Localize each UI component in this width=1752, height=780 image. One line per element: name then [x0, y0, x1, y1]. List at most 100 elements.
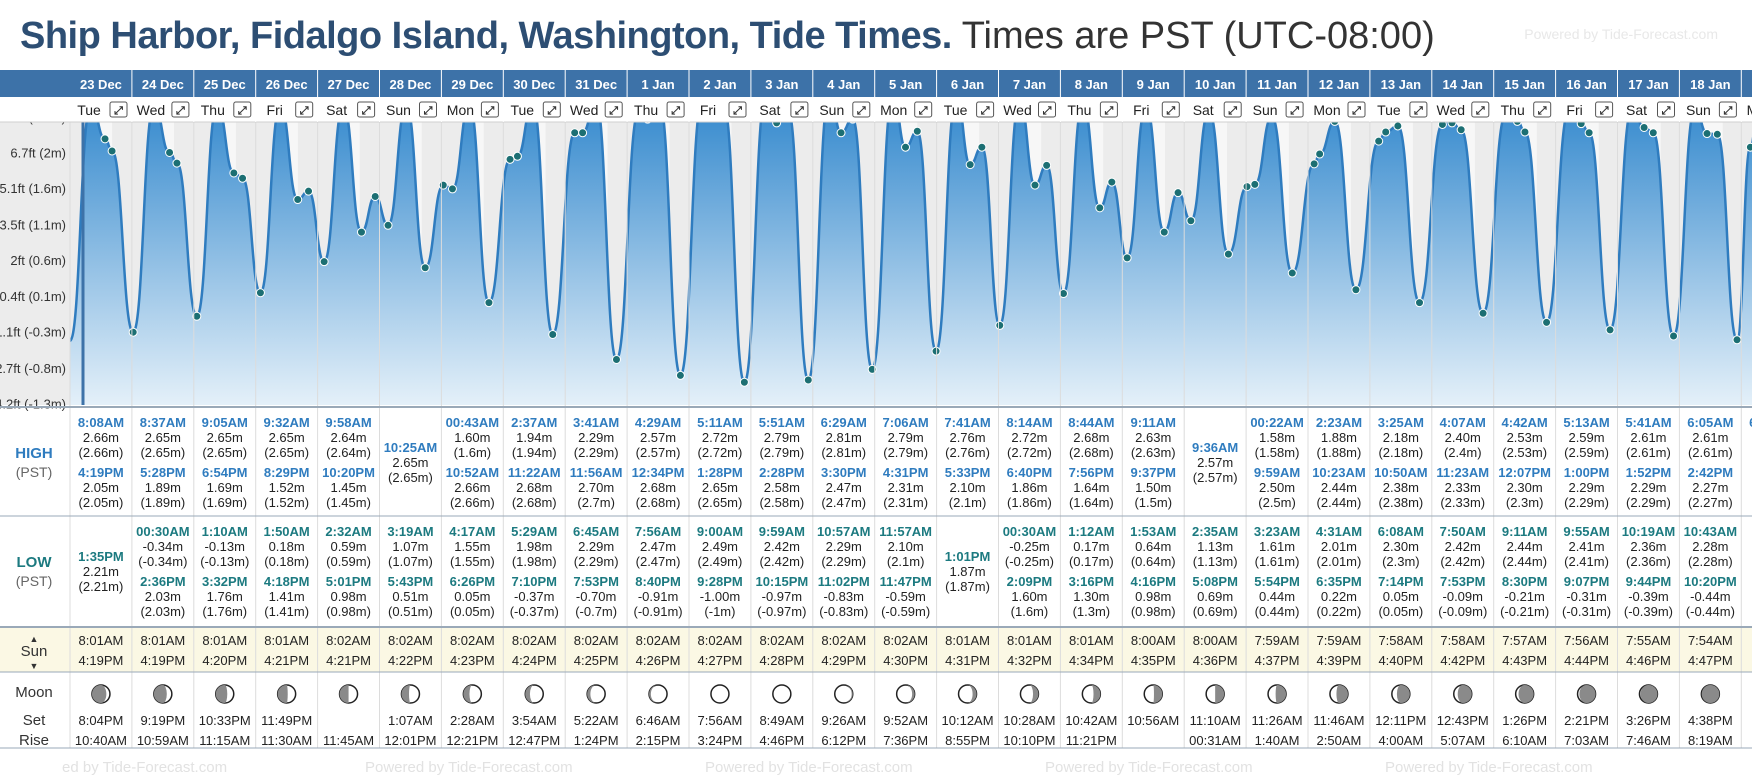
- low-value: 1.41m: [269, 589, 305, 604]
- high-value-paren: (2.64m): [326, 445, 371, 460]
- moonset-time: 12:43PM: [1437, 713, 1489, 728]
- high-value: 2.66m: [454, 480, 490, 495]
- low-time: 00:30AM: [136, 524, 189, 539]
- tide-point: [1478, 308, 1488, 318]
- expand-button: [233, 101, 252, 118]
- low-time: 10:57AM: [817, 524, 870, 539]
- high-value-paren: (2.5m): [1258, 495, 1296, 510]
- low-value-paren: (0.69m): [1193, 604, 1238, 619]
- low-value: 1.98m: [516, 539, 552, 554]
- high-time: 6:54PM: [202, 465, 248, 480]
- low-value: 0.05m: [454, 589, 490, 604]
- date-label: 7 Jan: [1013, 77, 1046, 92]
- date-label: 3 Jan: [765, 77, 798, 92]
- moon-shadow: [339, 685, 349, 703]
- low-time: 00:30AM: [1003, 524, 1056, 539]
- high-value: 2.31m: [888, 480, 924, 495]
- high-time: 8:08AM: [78, 415, 124, 430]
- high-value: 2.72m: [702, 430, 738, 445]
- high-value: 2.33m: [1445, 480, 1481, 495]
- expand-button: [790, 101, 809, 118]
- tide-point: [901, 142, 911, 152]
- expand-button: [976, 101, 995, 118]
- low-value: -0.39m: [1628, 589, 1668, 604]
- high-value-paren: (2.68m): [1069, 445, 1114, 460]
- high-time: 2:42PM: [1688, 465, 1734, 480]
- high-time: 11:23AM: [1436, 465, 1489, 480]
- sunrise-time: 8:02AM: [883, 633, 928, 648]
- high-value: 1.60m: [454, 430, 490, 445]
- tide-point: [931, 346, 941, 356]
- high-value: 2.47m: [826, 480, 862, 495]
- weekday-label: Tue: [1377, 102, 1401, 118]
- moonrise-time: 8:55PM: [945, 733, 990, 748]
- high-value-paren: (1.45m): [326, 495, 371, 510]
- footer-watermark: ed by Tide-Forecast.com Powered by Tide-F…: [0, 756, 1752, 780]
- low-value: 0.44m: [1259, 589, 1295, 604]
- low-value: 1.61m: [1259, 539, 1295, 554]
- high-value: 1.58m: [1259, 430, 1295, 445]
- high-value: 2.65m: [702, 480, 738, 495]
- low-time: 7:50AM: [1440, 524, 1486, 539]
- expand-button: [480, 101, 499, 118]
- low-value: -0.34m: [143, 539, 183, 554]
- tide-point: [1542, 317, 1552, 327]
- weekday-label: Fri: [1133, 102, 1149, 118]
- low-value-paren: (-0.09m): [1438, 604, 1487, 619]
- high-time: 2:23AM: [1316, 415, 1362, 430]
- low-time: 9:11AM: [1502, 524, 1548, 539]
- weekday-label: Sat: [1193, 102, 1214, 118]
- high-value: 2.72m: [1011, 430, 1047, 445]
- tide-point: [912, 126, 922, 136]
- high-time: 9:11AM: [1130, 415, 1176, 430]
- weekday-label: Tue: [510, 102, 534, 118]
- expand-icon: ⤢: [484, 105, 494, 117]
- moon-shadow: [277, 685, 288, 703]
- date-label: 29 Dec: [451, 77, 493, 92]
- expand-icon: ⤢: [546, 105, 556, 117]
- sunset-time: 4:43PM: [1502, 653, 1547, 668]
- low-value: 0.17m: [1073, 539, 1109, 554]
- low-value-paren: (-0.25m): [1005, 554, 1054, 569]
- expand-button: [1657, 101, 1675, 118]
- low-value-paren: (2.41m): [1564, 554, 1609, 569]
- high-time: 6:27AM: [1749, 415, 1752, 430]
- high-time: 5:28PM: [140, 465, 186, 480]
- sunrise-time: 8:02AM: [698, 633, 743, 648]
- sunrise-time: 8:01AM: [202, 633, 247, 648]
- high-value: 2.29m: [1630, 480, 1666, 495]
- low-value-paren: (0.64m): [1131, 554, 1176, 569]
- moonrise-time: 11:45AM: [323, 733, 374, 748]
- low-value-paren: (2.1m): [887, 554, 925, 569]
- sunset-time: 4:27PM: [698, 653, 743, 668]
- expand-button: [542, 101, 561, 118]
- low-time: 9:44PM: [1626, 574, 1672, 589]
- high-time: 6:40PM: [1007, 465, 1053, 480]
- tide-point: [165, 147, 175, 157]
- high-value-paren: (2.05m): [79, 495, 124, 510]
- low-time: 3:16PM: [1069, 574, 1115, 589]
- tide-point: [995, 320, 1005, 330]
- moonrise-time: 10:10PM: [1003, 733, 1055, 748]
- low-value: -0.09m: [1443, 589, 1483, 604]
- sunrise-time: 8:02AM: [636, 633, 681, 648]
- high-time: 7:56PM: [1069, 465, 1115, 480]
- sunset-time: 4:39PM: [1317, 653, 1362, 668]
- tide-point: [1669, 331, 1679, 341]
- moonrise-time: 11:30AM: [261, 733, 312, 748]
- tide-point: [1315, 149, 1325, 159]
- low-value-paren: (2.47m): [636, 554, 681, 569]
- moonrise-time: 5:07AM: [1440, 733, 1485, 748]
- low-value: 0.64m: [1135, 539, 1171, 554]
- expand-icon: ⤢: [732, 105, 742, 117]
- expand-button: [604, 101, 623, 118]
- moonrise-time: 8:19AM: [1688, 733, 1733, 748]
- tide-point: [611, 355, 621, 365]
- low-value: 1.07m: [392, 539, 428, 554]
- moonset-time: 11:49PM: [261, 713, 312, 728]
- sunrise-time: 7:57AM: [1502, 633, 1547, 648]
- high-value: 2.59m: [1568, 430, 1604, 445]
- low-value-paren: (-0.21m): [1500, 604, 1549, 619]
- tide-point: [1173, 188, 1183, 198]
- low-value: 1.87m: [949, 564, 985, 579]
